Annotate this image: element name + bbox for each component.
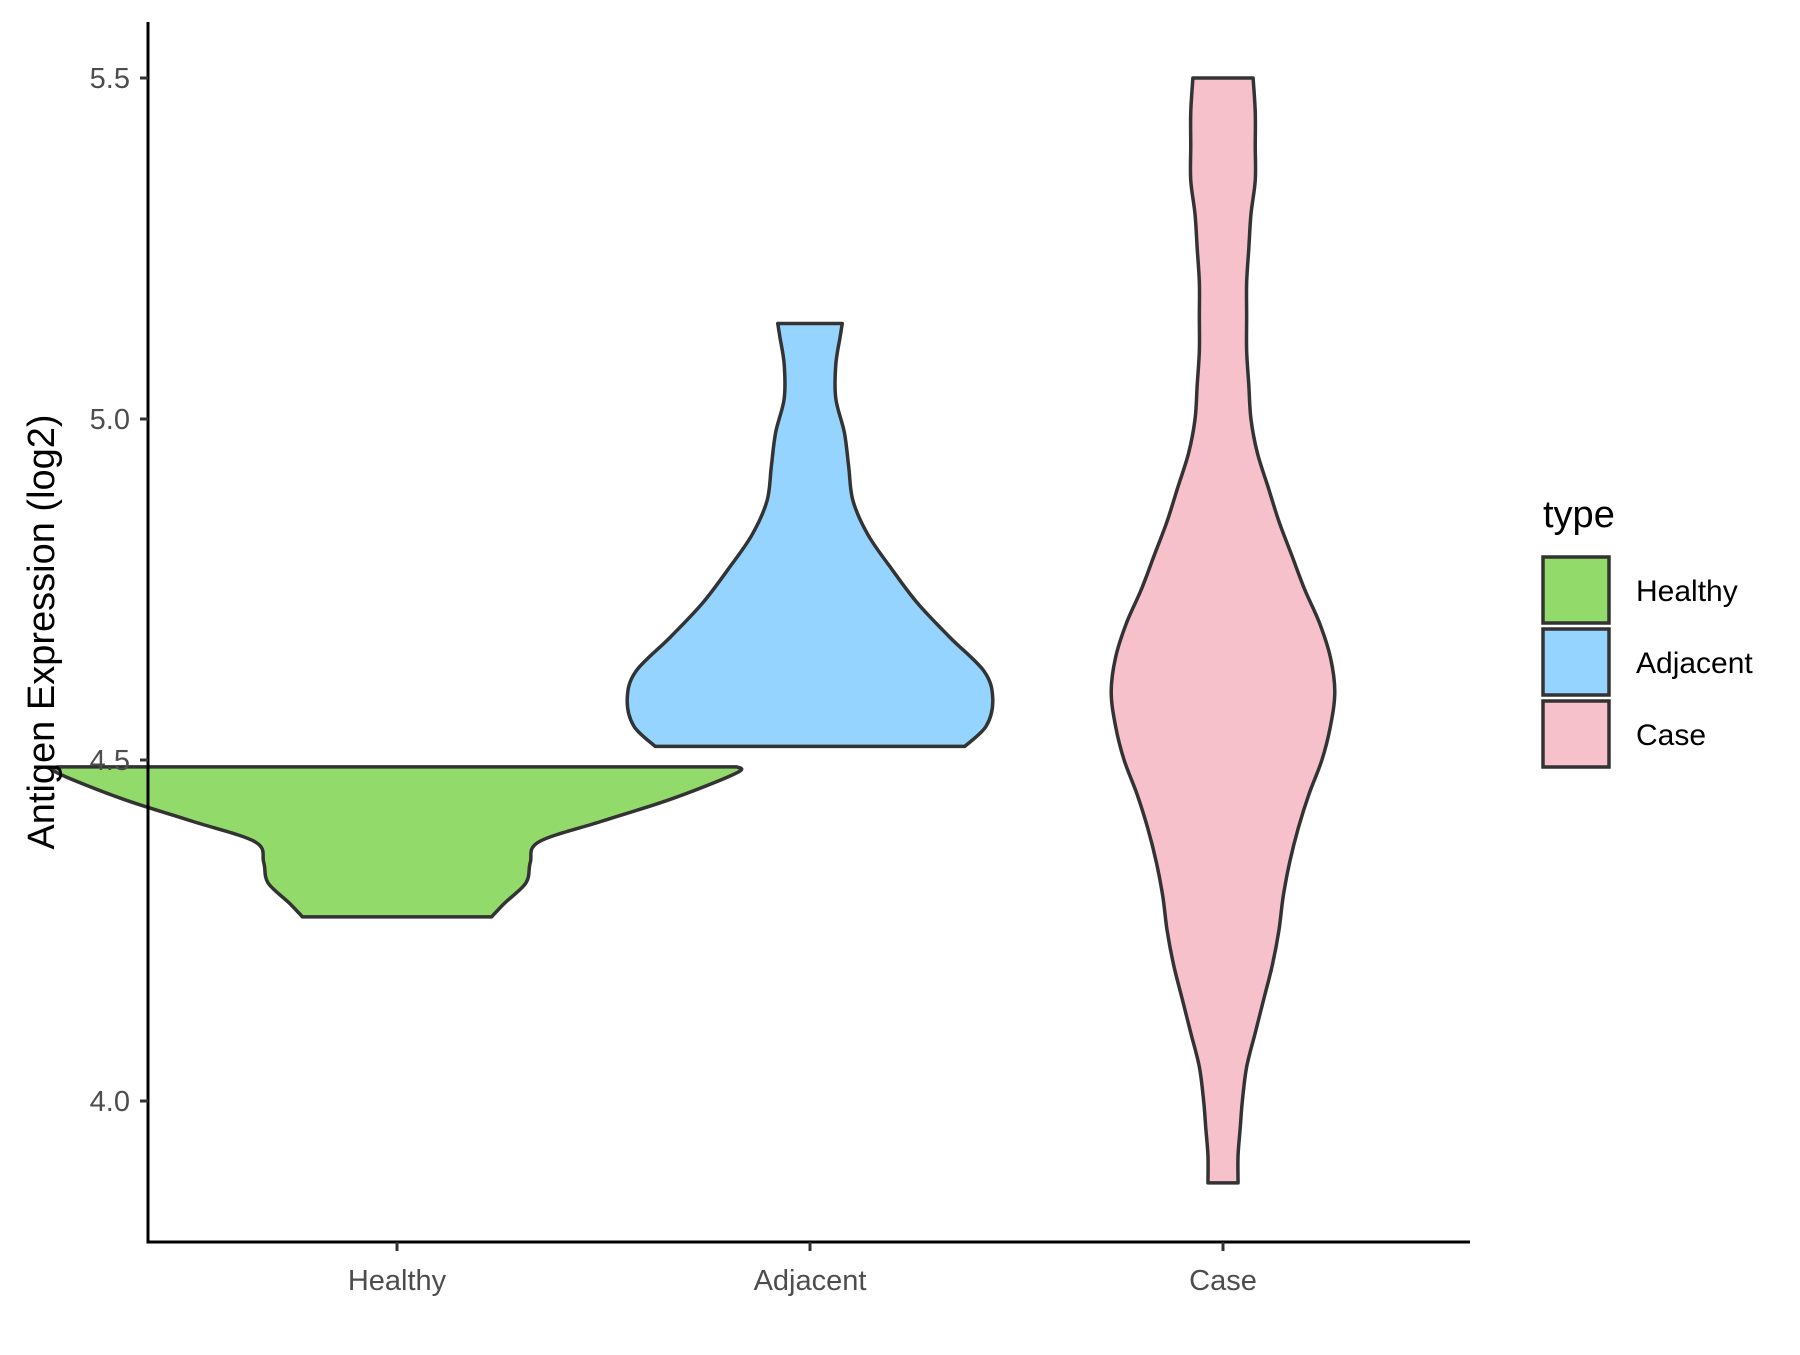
y-axis-title: Antigen Expression (log2): [21, 414, 63, 849]
legend-key-adjacent: [1541, 627, 1611, 697]
y-tick-label: 4.5: [90, 745, 130, 777]
y-tick-label: 5.0: [90, 404, 130, 436]
legend-key-case: [1541, 699, 1611, 769]
x-tick-label: Adjacent: [754, 1265, 867, 1297]
y-ticks: 4.0 4.5 5.0 5.5: [90, 63, 148, 1118]
legend-key-healthy: [1541, 555, 1611, 625]
x-ticks: Healthy Adjacent Case: [348, 1242, 1257, 1297]
legend-label-case: Case: [1636, 719, 1706, 752]
x-tick-label: Healthy: [348, 1265, 447, 1297]
y-tick-label: 5.5: [90, 63, 130, 95]
legend: type Healthy Adjacent Case: [1541, 494, 1753, 769]
violin-adjacent: [625, 321, 995, 749]
axes: [146, 22, 1470, 1244]
violin-healthy: [50, 765, 744, 919]
legend-items: Healthy Adjacent Case: [1541, 555, 1753, 769]
legend-label-adjacent: Adjacent: [1636, 647, 1753, 680]
violin-case: [1109, 76, 1337, 1185]
violin-layer: [50, 76, 1337, 1185]
legend-title: type: [1543, 494, 1615, 536]
legend-label-healthy: Healthy: [1636, 575, 1738, 608]
x-tick-label: Case: [1189, 1265, 1257, 1297]
y-tick-label: 4.0: [90, 1086, 130, 1118]
